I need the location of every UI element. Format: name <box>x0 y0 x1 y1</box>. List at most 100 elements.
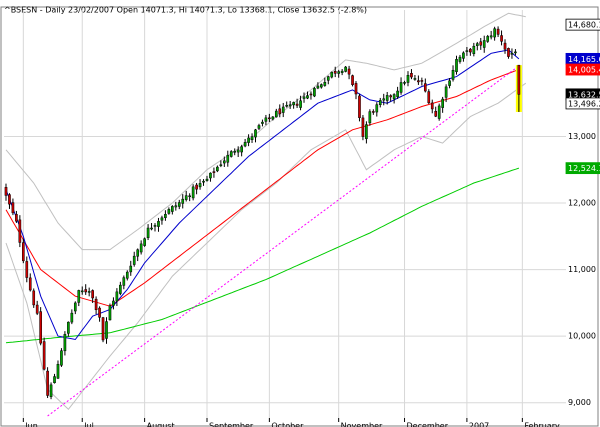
candle <box>285 101 289 108</box>
candle-body <box>486 36 490 42</box>
candle <box>514 49 517 56</box>
candle-body <box>389 95 392 98</box>
candle <box>250 133 254 143</box>
candle <box>129 260 133 276</box>
candle-body <box>233 151 237 153</box>
candle-body <box>281 106 285 113</box>
candle <box>462 51 465 62</box>
candle-body <box>437 105 441 119</box>
candle-body <box>295 103 299 106</box>
candle-body <box>427 91 431 104</box>
candle-body <box>91 290 94 299</box>
candle-body <box>112 300 115 306</box>
candle <box>406 71 410 87</box>
candle <box>94 296 98 315</box>
candle <box>403 80 406 86</box>
candle-body <box>56 363 60 379</box>
price-badge-label: 14,165.6 <box>568 55 600 64</box>
candle-body <box>288 104 292 107</box>
candle-body <box>274 110 278 118</box>
candle <box>226 150 230 167</box>
candle <box>212 167 216 178</box>
candle <box>392 93 396 104</box>
candle <box>184 190 188 202</box>
price-badge-label: 13,496.2 <box>568 99 600 108</box>
candle <box>257 123 261 131</box>
candle <box>67 321 70 337</box>
candle <box>105 317 108 344</box>
candle-body <box>247 137 250 143</box>
ma-fast-line <box>5 49 520 341</box>
candle-body <box>136 249 140 257</box>
candle-body <box>323 81 327 86</box>
candle <box>143 237 146 247</box>
candle-body <box>198 183 202 188</box>
candle-body <box>465 50 469 52</box>
candle-body <box>202 180 205 183</box>
candle-body <box>410 73 413 78</box>
candle-body <box>188 195 191 198</box>
candle-body <box>392 94 396 100</box>
candle-body <box>444 86 448 98</box>
y-tick-label: 13,000 <box>568 132 596 141</box>
candle <box>288 100 292 109</box>
candle <box>378 97 382 108</box>
candle-body <box>385 95 389 101</box>
candle-body <box>212 171 216 173</box>
candle-body <box>475 43 479 46</box>
candle <box>160 215 164 225</box>
candle <box>219 160 223 168</box>
candle <box>205 175 209 182</box>
price-badge-box <box>565 162 600 175</box>
chart-title: ^BSESN - Daily 23/02/2007 Open 14071.3, … <box>4 6 367 15</box>
candle-body <box>503 42 507 50</box>
candle <box>122 275 126 290</box>
candle-body <box>191 186 195 199</box>
candle-body <box>489 35 493 38</box>
candle <box>281 102 285 118</box>
candle <box>63 331 67 356</box>
candle <box>77 289 81 307</box>
x-tick-label: February <box>524 422 560 427</box>
candle-body <box>209 172 212 179</box>
candle <box>396 86 399 99</box>
y-axis: 9,000 10,000 11,000 12,000 13,000 <box>568 132 596 407</box>
candle <box>441 96 444 113</box>
candle <box>302 92 306 103</box>
candle-body <box>441 98 444 108</box>
candle-body <box>25 261 29 278</box>
candle-body <box>84 289 88 293</box>
candle-body <box>292 102 295 106</box>
candle-body <box>146 227 150 238</box>
candle-body <box>306 95 309 99</box>
candle-body <box>143 238 146 246</box>
price-badge-label: 14,680.1 <box>568 21 600 30</box>
candle-body <box>413 78 417 80</box>
candle <box>181 194 185 209</box>
candle-body <box>240 146 243 153</box>
candle <box>268 113 271 122</box>
candle <box>333 66 337 78</box>
candle <box>365 121 368 144</box>
candle-body <box>60 350 63 366</box>
price-badge: 13,496.2 <box>565 97 600 110</box>
candle <box>423 78 427 93</box>
candle-body <box>375 104 379 113</box>
candle-body <box>122 277 126 286</box>
candle <box>337 69 341 78</box>
candle <box>309 91 313 100</box>
price-badge: 14,165.6 <box>565 52 600 65</box>
candle-body <box>105 321 108 339</box>
candle <box>80 286 84 295</box>
x-tick-label: November <box>341 422 383 427</box>
candle-body <box>4 187 8 196</box>
candle-body <box>472 45 476 55</box>
candle <box>153 223 157 232</box>
candle <box>53 373 56 384</box>
candle <box>455 55 458 75</box>
candle-body <box>285 105 289 107</box>
candle-body <box>254 129 257 138</box>
x-axis: Jun Jul August September October November Dece… <box>22 418 560 427</box>
candle-body <box>226 154 230 163</box>
